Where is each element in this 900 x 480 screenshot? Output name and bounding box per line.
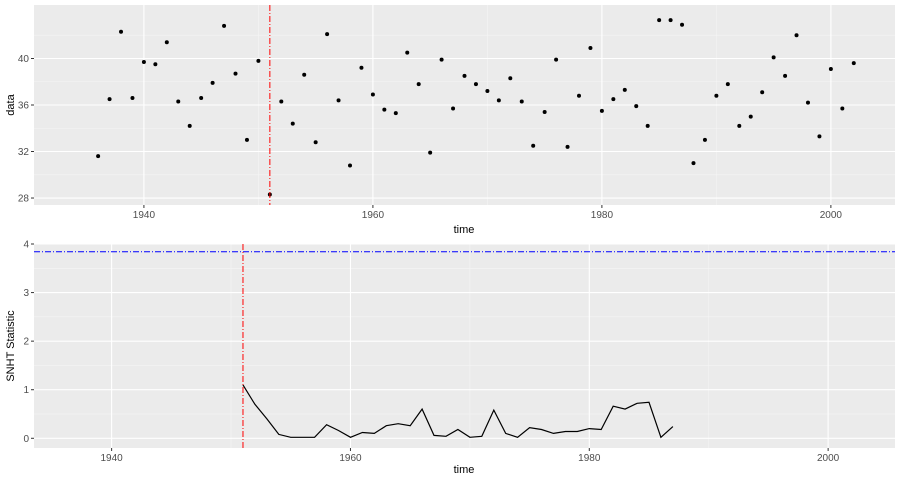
bottom-gridlines [34, 243, 895, 448]
data-point [382, 107, 387, 112]
data-point [771, 55, 776, 60]
data-point [554, 57, 559, 62]
top-x-axis-title: time [454, 224, 475, 236]
data-point [565, 144, 570, 149]
data-point [462, 73, 467, 78]
data-point [370, 92, 375, 97]
x-tick-label: 1960 [362, 210, 385, 221]
data-point [153, 62, 158, 67]
data-point [519, 99, 524, 104]
data-point [290, 121, 295, 126]
data-point [451, 106, 456, 111]
data-point [164, 40, 169, 45]
data-point [107, 97, 112, 102]
data-point [725, 82, 730, 87]
data-point [599, 108, 604, 113]
bottom-data-marks [34, 244, 895, 448]
data-point [325, 32, 330, 37]
data-point [760, 90, 765, 95]
data-point [542, 109, 547, 114]
x-tick-label: 1940 [100, 453, 123, 464]
x-tick-label: 1940 [133, 210, 156, 221]
snht-series-line [242, 384, 674, 439]
data-point [336, 98, 341, 103]
data-point [244, 137, 249, 142]
x-tick-label: 1980 [591, 210, 614, 221]
data-point [748, 114, 753, 119]
y-tick-label: 36 [18, 101, 30, 112]
data-point [187, 123, 192, 128]
data-point [668, 18, 673, 23]
data-point [119, 29, 124, 34]
data-point [176, 99, 181, 104]
data-point [416, 82, 421, 87]
y-tick-label: 0 [23, 434, 29, 445]
y-tick-label: 28 [18, 194, 30, 205]
y-tick-label: 40 [18, 54, 30, 65]
data-point [508, 76, 513, 81]
data-point [805, 100, 810, 105]
y-tick-label: 3 [23, 288, 29, 299]
data-point [714, 93, 719, 98]
y-tick-label: 32 [18, 147, 30, 158]
data-point [210, 80, 215, 85]
data-point [279, 99, 284, 104]
data-point [828, 66, 833, 71]
data-point [439, 57, 444, 62]
x-tick-label: 2000 [817, 453, 840, 464]
data-point [313, 140, 318, 145]
y-tick-label: 2 [23, 337, 29, 348]
data-point [588, 46, 593, 51]
y-tick-label: 1 [23, 385, 29, 396]
data-point [393, 111, 398, 116]
data-point [233, 71, 238, 76]
data-point [622, 87, 627, 92]
top-chart-panel: 1940 1960 1980 2000 28 32 36 40 time data [5, 5, 895, 236]
bottom-plot-area [34, 244, 895, 448]
x-tick-label: 2000 [820, 210, 843, 221]
data-point [702, 137, 707, 142]
data-point [680, 22, 685, 27]
data-point [851, 61, 856, 66]
data-point [141, 59, 146, 64]
data-point [576, 93, 581, 98]
data-point [96, 154, 101, 159]
top-gridlines [34, 5, 895, 205]
bottom-x-axis-title: time [454, 464, 475, 476]
data-point [691, 161, 696, 166]
data-point [794, 33, 799, 38]
data-point [485, 89, 490, 94]
data-point [531, 143, 536, 148]
data-point [428, 150, 433, 155]
bottom-axes: 1940 1960 1980 2000 0 1 2 3 4 [23, 240, 839, 465]
data-point [645, 123, 650, 128]
x-tick-label: 1960 [339, 453, 362, 464]
data-point [840, 106, 845, 111]
data-point [657, 18, 662, 23]
data-point [634, 104, 639, 109]
data-point [783, 73, 788, 78]
data-point [405, 50, 410, 55]
data-point [130, 96, 135, 101]
data-point [256, 58, 261, 63]
x-tick-label: 1980 [578, 453, 601, 464]
bottom-chart-panel: 1940 1960 1980 2000 0 1 2 3 4 time SNHT Statisti… [5, 240, 895, 476]
top-axes: 1940 1960 1980 2000 28 32 36 40 [18, 54, 843, 221]
data-point [302, 72, 307, 77]
data-point [611, 97, 616, 102]
data-point [473, 82, 478, 87]
data-point [222, 23, 227, 28]
top-y-axis-title: data [5, 93, 17, 115]
data-point [199, 96, 204, 101]
data-point [737, 123, 742, 128]
data-point [817, 134, 822, 139]
y-tick-label: 4 [23, 240, 29, 251]
top-data-marks [96, 5, 856, 205]
data-point [359, 65, 364, 70]
data-point [496, 98, 501, 103]
bottom-y-axis-title: SNHT Statistic [5, 310, 17, 382]
data-point [348, 163, 353, 168]
